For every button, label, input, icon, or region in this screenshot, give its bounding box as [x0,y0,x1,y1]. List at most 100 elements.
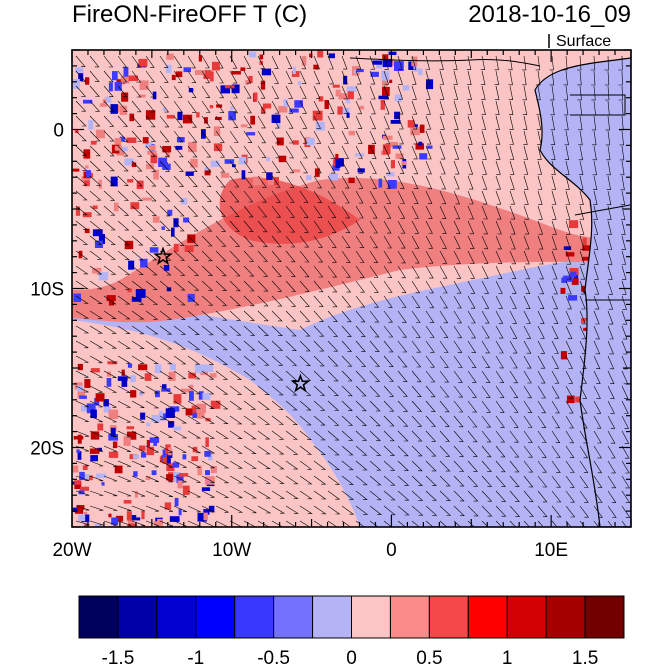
wind-barb [383,85,390,100]
anomaly-cell [378,95,389,100]
wind-barb [285,295,297,307]
wind-barb [327,385,339,396]
wind-barb [481,520,489,527]
wind-barb [271,475,285,484]
wind-barb [606,160,611,176]
anomaly-cell [332,84,340,88]
wind-barb [271,235,282,248]
wind-barb [397,85,404,100]
anomaly-cell [581,285,587,292]
anomaly-cell [309,53,313,58]
wind-barb [522,100,528,115]
wind-barb [257,205,268,218]
wind-barb [89,490,104,496]
wind-barb [75,265,89,275]
wind-barb [299,265,310,278]
wind-barb [495,205,502,220]
wind-barb [523,385,533,399]
anomaly-cell [353,70,358,74]
anomaly-cell [378,178,383,188]
anomaly-cell [94,397,100,406]
wind-barb [467,490,479,502]
anomaly-cell [74,480,81,485]
wind-barb [257,310,269,322]
wind-barb [509,295,517,309]
wind-barb [537,415,547,428]
anomaly-cell [126,137,137,143]
wind-barb [145,415,159,423]
wind-barb [536,85,541,101]
anomaly-cell [389,79,393,83]
anomaly-cell [231,84,240,94]
wind-barb [537,175,543,190]
wind-barb [187,115,197,128]
anomaly-cell [292,66,296,75]
wind-barb [564,100,569,116]
wind-barb [551,160,556,175]
anomaly-cell [119,136,125,142]
wind-barb [605,115,610,131]
anomaly-cell [426,145,433,149]
wind-barb [257,100,266,114]
wind-barb [355,310,366,323]
wind-barb [523,370,532,384]
colorbar-swatch [584,595,625,639]
wind-barb [467,100,473,115]
colorbar-swatch [273,595,314,639]
wind-barb [607,295,614,310]
wind-barb [439,295,448,309]
wind-barb [509,100,514,115]
wind-barb [313,205,323,218]
wind-barb [467,355,477,368]
anomaly-cell [418,141,423,146]
wind-barb [397,475,410,486]
wind-barb [355,355,367,367]
lat-tick-label: 0 [53,121,64,142]
wind-barb [257,340,270,351]
anomaly-cell [72,168,80,172]
anomaly-cell [419,153,428,160]
wind-barb [75,115,87,127]
anomaly-cell [196,403,206,414]
wind-barb [89,415,103,423]
wind-barb [537,205,543,220]
wind-barb [620,190,626,205]
wind-barb [523,445,533,458]
wind-barb [621,250,627,265]
wind-barb [425,100,431,115]
anomaly-cell [210,466,217,473]
wind-barb [201,370,215,380]
wind-barb [397,340,408,353]
wind-barb [145,310,159,320]
wind-barb [117,490,132,497]
wind-barb [117,55,128,68]
wind-barb [537,460,547,473]
wind-barb [550,85,555,101]
wind-barb [173,85,183,98]
wind-barb [229,175,240,188]
wind-barb [271,370,284,381]
wind-barb [215,85,225,99]
anomaly-cell [97,423,104,431]
wind-barb [187,235,199,247]
wind-barb [299,490,313,500]
wind-barb [145,130,156,142]
wind-barb [439,220,447,234]
wind-barb [537,445,547,458]
wind-barb [257,70,266,84]
wind-barb [117,415,131,423]
anomaly-cell [205,470,210,476]
wind-barb [187,310,200,321]
wind-barb [397,310,407,323]
wind-barb [257,445,271,455]
wind-barb [591,85,596,101]
wind-barb [341,100,349,114]
wind-barb [229,475,244,484]
wind-barb [257,415,271,425]
wind-barb [509,235,516,250]
anomaly-cell [401,161,407,166]
wind-barb [75,220,88,230]
anomaly-cell [171,227,175,237]
wind-barb [369,310,380,323]
